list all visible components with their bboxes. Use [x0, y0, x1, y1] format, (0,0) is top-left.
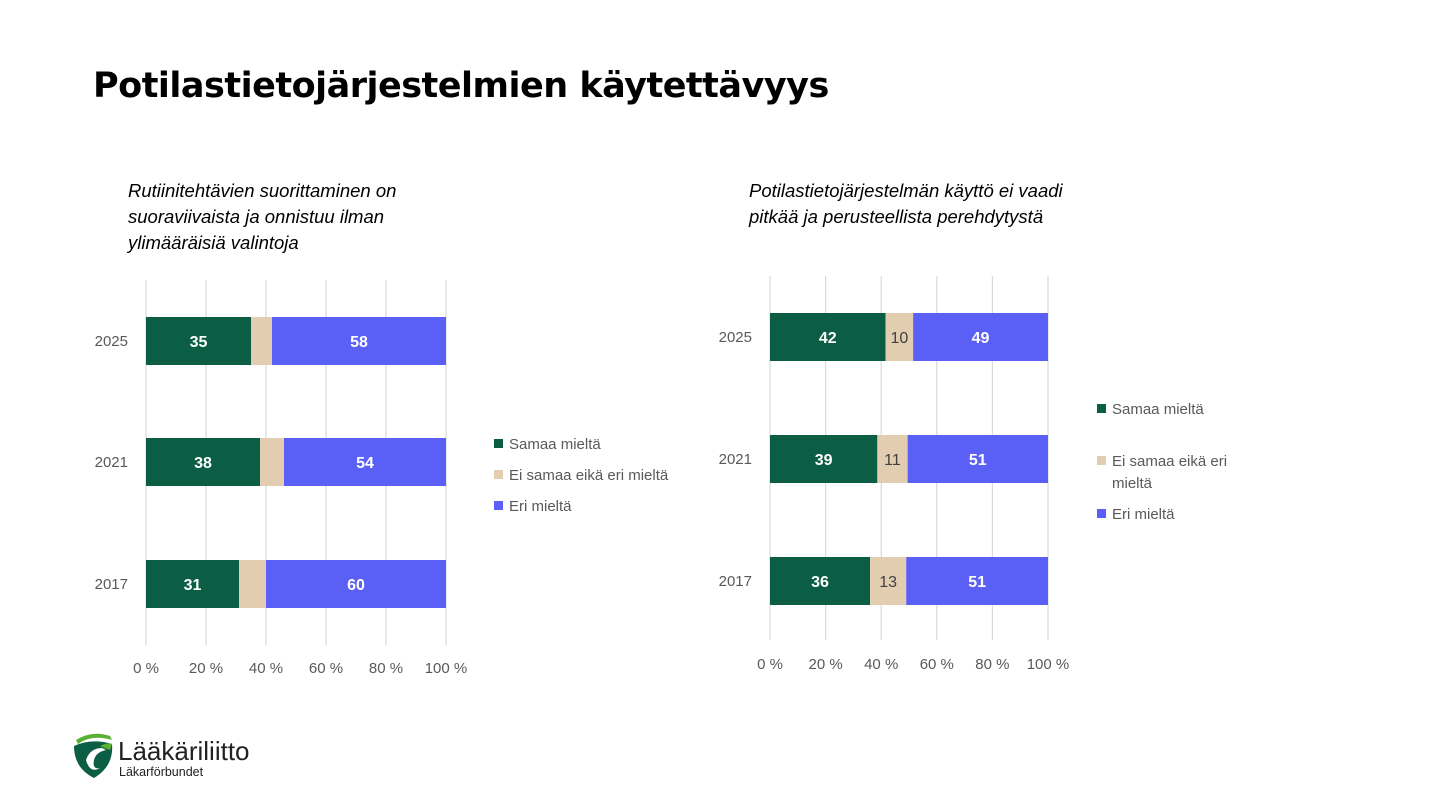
data-label: 60	[347, 577, 365, 594]
x-tick-label: 40 %	[249, 660, 283, 677]
legend-swatch	[1097, 509, 1106, 518]
bar-segment	[913, 313, 1048, 361]
legend-label: Eri mieltä	[1112, 506, 1175, 523]
y-category-label: 2021	[95, 454, 128, 471]
x-tick-label: 100 %	[425, 660, 468, 677]
y-category-label: 2025	[95, 333, 128, 350]
bar-segment	[146, 317, 251, 365]
logo-subname: Läkarförbundet	[119, 765, 204, 779]
bar-segment	[272, 317, 446, 365]
chart-2-title-line: pitkää ja perusteellista perehdytystä	[749, 206, 1044, 227]
legend-swatch	[1097, 456, 1106, 465]
bar-segment	[146, 438, 260, 486]
chart-1-title-line: suoraviivaista ja onnistuu ilman	[128, 206, 385, 227]
x-tick-label: 20 %	[808, 656, 842, 673]
data-label: 58	[350, 334, 368, 351]
legend-label: Samaa mieltä	[509, 436, 601, 453]
data-label: 49	[972, 330, 990, 347]
x-tick-label: 0 %	[757, 656, 783, 673]
data-label: 42	[819, 330, 837, 347]
chart-1-title-line: Rutiinitehtävien suorittaminen on	[128, 180, 397, 201]
chart-1-title-line: ylimääräisiä valintoja	[128, 232, 299, 253]
legend-swatch	[494, 501, 503, 510]
x-tick-label: 0 %	[133, 660, 159, 677]
bar-segment	[870, 557, 907, 605]
data-label: 51	[969, 452, 987, 469]
x-tick-label: 100 %	[1027, 656, 1070, 673]
x-tick-label: 40 %	[864, 656, 898, 673]
page-title: Potilastietojärjestelmien käytettävyys	[93, 66, 829, 106]
chart-1-title: Rutiinitehtävien suorittaminen on suorav…	[128, 178, 396, 256]
legend-label: mieltä	[1112, 475, 1153, 492]
data-label: 11	[884, 452, 901, 469]
data-label: 13	[879, 574, 897, 591]
y-category-label: 2017	[95, 576, 128, 593]
chart-2-title: Potilastietojärjestelmän käyttö ei vaadi…	[749, 178, 1063, 230]
bar-segment	[239, 560, 266, 608]
bar-segment	[770, 435, 878, 483]
data-label: 54	[356, 455, 374, 472]
legend-label: Ei samaa eikä eri mieltä	[509, 467, 669, 484]
y-category-label: 2021	[719, 451, 752, 468]
x-tick-label: 60 %	[309, 660, 343, 677]
data-label: 31	[184, 577, 202, 594]
logo-name: Lääkäriliitto	[118, 736, 250, 766]
data-label: 38	[194, 455, 212, 472]
legend-swatch	[494, 470, 503, 479]
y-category-label: 2017	[719, 573, 752, 590]
y-category-label: 2025	[719, 329, 752, 346]
chart-2-title-line: Potilastietojärjestelmän käyttö ei vaadi	[749, 180, 1063, 201]
bar-segment	[146, 560, 239, 608]
data-label: 51	[968, 574, 986, 591]
bar-segment	[906, 557, 1048, 605]
logo-shield-icon	[74, 733, 113, 778]
data-label: 35	[190, 334, 208, 351]
x-tick-label: 80 %	[369, 660, 403, 677]
bar-segment	[770, 557, 871, 605]
bar-segment	[260, 438, 284, 486]
data-label: 10	[890, 330, 908, 347]
data-label: 39	[815, 452, 833, 469]
bar-segment	[284, 438, 446, 486]
bar-segment	[251, 317, 272, 365]
x-tick-label: 80 %	[975, 656, 1009, 673]
bar-segment	[770, 313, 886, 361]
x-tick-label: 60 %	[920, 656, 954, 673]
bar-segment	[885, 313, 914, 361]
data-label: 36	[811, 574, 829, 591]
x-tick-label: 20 %	[189, 660, 223, 677]
legend-label: Eri mieltä	[509, 498, 572, 515]
legend-label: Samaa mieltä	[1112, 401, 1204, 418]
bar-segment	[877, 435, 908, 483]
legend-swatch	[494, 439, 503, 448]
legend-label: Ei samaa eikä eri	[1112, 453, 1227, 470]
bar-segment	[266, 560, 446, 608]
legend-swatch	[1097, 404, 1106, 413]
bar-segment	[907, 435, 1048, 483]
